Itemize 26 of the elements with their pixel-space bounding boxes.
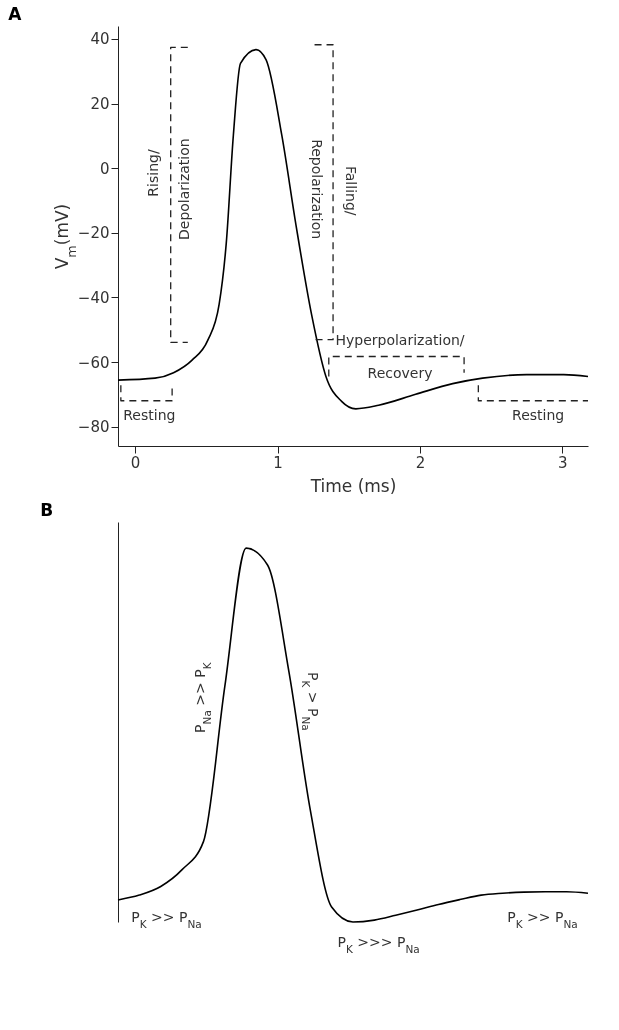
y-tick-label: 0 — [99, 159, 110, 178]
annotation: Recovery — [367, 364, 433, 381]
x-tick-label: 1 — [273, 453, 283, 472]
x-tick-label: 0 — [130, 453, 141, 472]
annotation: P$_{K}$ >> P$_{Na}$ — [131, 909, 202, 931]
y-tick-label: 20 — [90, 95, 110, 114]
x-axis-title: Time (ms) — [309, 475, 397, 496]
annotation: Resting — [512, 406, 565, 423]
annotation: Rising/ — [144, 149, 161, 197]
annotation: Resting — [123, 406, 176, 423]
y-tick-label: −80 — [77, 418, 110, 437]
y-tick-label: −40 — [77, 288, 110, 307]
annotation: Falling/ — [343, 166, 360, 216]
annotation: Depolarization — [175, 138, 192, 241]
x-tick-label: 3 — [558, 453, 568, 472]
chart-title: A — [8, 4, 23, 24]
y-tick-label: −20 — [77, 224, 110, 243]
x-tick-label: 2 — [415, 453, 426, 472]
y-tick-label: −60 — [77, 353, 110, 372]
y-tick-label: 40 — [90, 30, 110, 49]
annotation: Repolarization — [308, 139, 325, 240]
line-series — [117, 48, 589, 410]
annotation: P$_{K}$ >> P$_{Na}$ — [507, 909, 578, 931]
chart-title: B — [40, 500, 54, 520]
annotation: Hyperpolarization/ — [335, 332, 465, 348]
text: P$_{K}$ >>> P$_{Na}$ — [337, 934, 420, 956]
